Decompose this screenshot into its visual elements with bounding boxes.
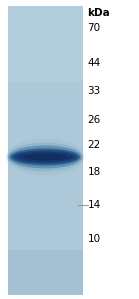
Bar xyxy=(8,6,83,295)
Bar xyxy=(8,250,83,295)
Bar xyxy=(8,6,83,81)
Text: 10: 10 xyxy=(88,234,101,244)
Text: 44: 44 xyxy=(88,58,101,68)
Text: kDa: kDa xyxy=(88,8,110,19)
Text: 70: 70 xyxy=(88,23,101,33)
Ellipse shape xyxy=(7,143,83,171)
Ellipse shape xyxy=(6,138,85,176)
Ellipse shape xyxy=(23,153,67,161)
Ellipse shape xyxy=(17,152,73,162)
Ellipse shape xyxy=(8,146,82,168)
Ellipse shape xyxy=(13,150,77,164)
Text: 26: 26 xyxy=(88,115,101,125)
Text: 22: 22 xyxy=(88,140,101,150)
Text: 33: 33 xyxy=(88,86,101,96)
Text: 18: 18 xyxy=(88,167,101,177)
Ellipse shape xyxy=(10,148,80,166)
Text: 14: 14 xyxy=(88,200,101,210)
